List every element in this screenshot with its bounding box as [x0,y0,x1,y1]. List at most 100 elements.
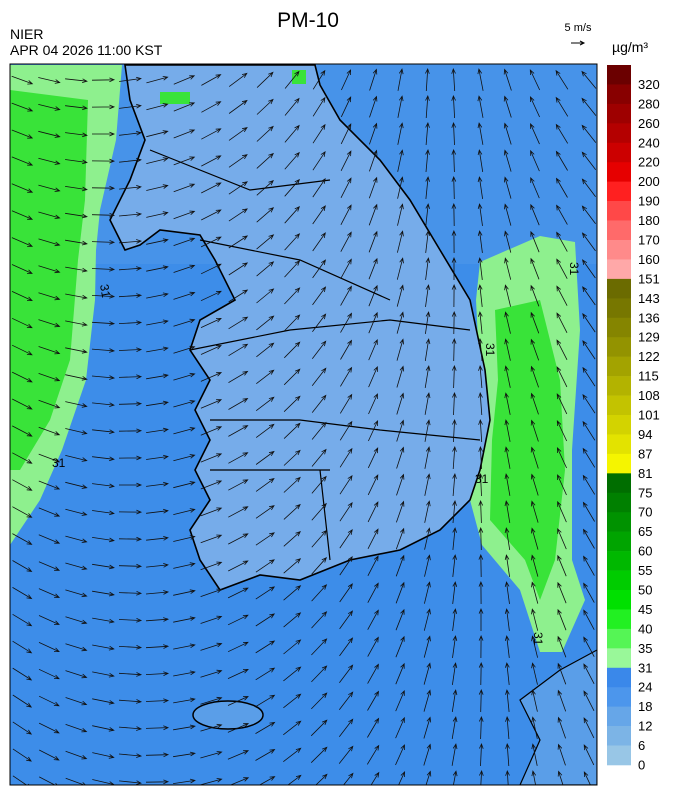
wind-arrow [173,318,196,327]
wind-arrow [338,745,354,764]
wind-arrow [477,230,483,253]
wind-arrow [556,420,568,442]
wind-arrow [477,257,483,280]
wind-arrow [478,364,483,389]
contour-label: 31 [567,262,581,276]
wind-scale-arrowhead [579,40,586,46]
wind-arrow [256,342,275,358]
wind-arrow [119,482,143,488]
legend-label: 115 [638,369,659,384]
wind-arrow [284,206,300,224]
wind-arrow [530,230,540,253]
wind-arrow [396,338,404,361]
wind-arrow [505,742,510,767]
wind-arrow [38,346,61,355]
wind-arrow [65,239,88,246]
legend-swatch [607,453,631,474]
legend-label: 35 [638,641,652,656]
wind-arrow [556,339,568,360]
wind-arrow [529,69,541,91]
wind-arrow [423,608,431,631]
wind-arrow [200,778,223,785]
wind-arrow [451,716,458,739]
wind-arrow [530,176,540,199]
legend-swatch [607,687,631,707]
wind-arrow [12,775,30,785]
wind-arrow [173,643,196,650]
wind-arrow [200,642,223,651]
wind-arrow [284,151,300,170]
wind-arrow [228,370,249,383]
wind-arrow [283,720,302,736]
wind-arrow [367,663,379,684]
legend-label: 160 [638,252,660,267]
wind-arrow [581,259,596,279]
wind-arrow [312,286,327,306]
wind-arrow [340,96,352,118]
wind-arrow [118,455,143,461]
wind-arrow [504,635,510,658]
wind-arrow [425,94,430,119]
wind-arrow [11,129,34,139]
wind-arrow [201,74,222,86]
legend-swatch [607,628,631,649]
wind-arrow [118,726,143,731]
wind-arrow [228,72,248,87]
wind-arrow [227,750,250,760]
wind-arrow [531,743,538,766]
wind-arrow [118,428,143,434]
wind-arrow [201,182,222,194]
wind-arrow [581,70,597,89]
wind-arrow [478,688,484,713]
legend-swatch [607,201,631,221]
wind-arrow [451,689,458,712]
wind-arrow [92,131,116,137]
wind-arrow [504,419,511,442]
legend-swatch [607,512,631,532]
wind-arrow [255,640,276,654]
wind-arrow [557,770,564,785]
legend-label: 60 [638,544,652,559]
wind-arrow [145,590,170,595]
wind-arrow [582,501,595,522]
wind-arrow [339,637,354,657]
wind-arrow [451,310,457,335]
wind-arrow [12,506,33,518]
wind-arrow [118,239,143,244]
wind-arrow [478,311,483,334]
wind-arrow [283,747,302,763]
wind-arrow [118,563,143,569]
wind-arrow [503,122,512,145]
wind-arrow [173,454,196,462]
wind-arrow [228,208,248,222]
wind-arrow [368,393,378,415]
wind-arrow [367,474,379,496]
wind-arrow [228,343,249,357]
wind-arrow [311,638,328,656]
east-green-dark [490,300,565,600]
wind-arrow [173,562,196,569]
wind-arrow [201,101,222,113]
wind-arrow [118,347,143,352]
wind-arrow [339,447,353,468]
wind-arrow [311,340,327,359]
wind-arrow [38,588,61,598]
wind-arrow [368,203,378,226]
wind-arrow [65,293,88,300]
wind-arrow [396,473,405,496]
wind-arrow [92,671,115,678]
wind-arrow [173,751,196,758]
wind-arrow [478,580,484,605]
wind-arrow [173,616,196,623]
wind-arrow [367,501,379,523]
wind-arrow [452,608,458,631]
wind-arrow [504,446,511,469]
wind-arrow [396,311,404,334]
wind-arrow [146,427,169,433]
legend-label: 70 [638,505,652,520]
legend-label: 200 [638,174,660,189]
wind-arrow [145,752,170,758]
wind-arrow [340,231,352,252]
wind-scale: 5 m/s [565,22,592,34]
wind-arrow [530,149,540,172]
